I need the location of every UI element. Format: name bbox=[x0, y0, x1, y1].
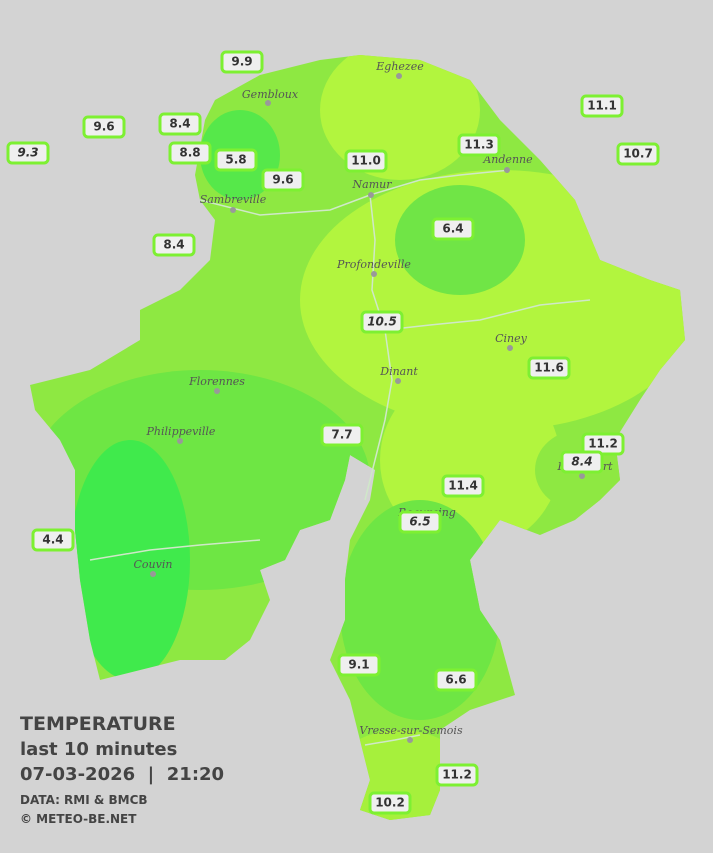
town-label: Namur bbox=[352, 178, 393, 191]
town-dot bbox=[150, 571, 156, 577]
town-dot bbox=[579, 473, 585, 479]
station-value: 5.8 bbox=[225, 153, 246, 167]
station-value: 11.1 bbox=[587, 99, 617, 113]
station-box bbox=[261, 168, 305, 192]
town-dot bbox=[407, 737, 413, 743]
station-value: 11.4 bbox=[448, 479, 478, 493]
station-value: 10.2 bbox=[375, 796, 405, 810]
station-value: 9.1 bbox=[348, 658, 369, 672]
town-dot bbox=[504, 167, 510, 173]
station-box bbox=[320, 423, 364, 447]
station-value: 9.6 bbox=[93, 120, 114, 134]
station-box bbox=[435, 763, 479, 787]
station-box bbox=[360, 310, 404, 334]
town-dot bbox=[265, 100, 271, 106]
station-box bbox=[220, 50, 264, 74]
town-label: Eghezee bbox=[375, 60, 424, 73]
town-label: Philippeville bbox=[146, 425, 216, 438]
station-value: 6.5 bbox=[409, 515, 430, 529]
station-box bbox=[431, 217, 475, 241]
town-label: Couvin bbox=[134, 558, 173, 571]
station-box bbox=[152, 233, 196, 257]
station-box bbox=[616, 142, 660, 166]
station-value: 10.5 bbox=[367, 315, 397, 329]
stations: 9.9 9.6 8.4 9.3 8.8 5.8 9.6 11.0 11.3 11… bbox=[6, 50, 660, 815]
caption-copyright: © METEO-BE.NET bbox=[20, 812, 137, 826]
station-box bbox=[6, 141, 50, 165]
town-dot bbox=[371, 271, 377, 277]
caption-source: DATA: RMI & BMCB bbox=[20, 793, 148, 807]
station-box bbox=[457, 133, 501, 157]
station-value: 11.2 bbox=[442, 768, 472, 782]
town-label: Vresse-sur-Semois bbox=[359, 724, 463, 737]
station-value: 8.4 bbox=[571, 455, 592, 469]
station-box bbox=[580, 94, 624, 118]
station-value: 6.4 bbox=[442, 222, 463, 236]
station-value: 9.6 bbox=[272, 173, 293, 187]
town-dot bbox=[395, 378, 401, 384]
town-label: Florennes bbox=[188, 375, 245, 388]
station-value: 11.3 bbox=[464, 138, 494, 152]
town-label: Sambreville bbox=[200, 193, 267, 206]
town-dot bbox=[214, 388, 220, 394]
station-value: 10.7 bbox=[623, 147, 653, 161]
station-value: 9.9 bbox=[231, 55, 252, 69]
station-box bbox=[82, 115, 126, 139]
caption: TEMPERATURE last 10 minutes 07-03-2026 |… bbox=[20, 713, 224, 826]
town-dot bbox=[507, 345, 513, 351]
station-value: 6.6 bbox=[445, 673, 466, 687]
town-dot bbox=[230, 207, 236, 213]
station-box bbox=[434, 668, 478, 692]
station-value: 11.6 bbox=[534, 361, 564, 375]
town-label: Profondeville bbox=[336, 258, 411, 271]
station-value: 4.4 bbox=[42, 533, 63, 547]
station-box bbox=[158, 112, 202, 136]
station-value: 9.3 bbox=[17, 146, 38, 160]
station-box bbox=[337, 653, 381, 677]
caption-title: TEMPERATURE bbox=[20, 713, 176, 735]
station-box bbox=[441, 474, 485, 498]
station-value: 8.4 bbox=[169, 117, 190, 131]
station-value: 8.4 bbox=[163, 238, 184, 252]
station-value: 7.7 bbox=[331, 428, 352, 442]
station-box bbox=[398, 510, 442, 534]
station-box bbox=[168, 141, 212, 165]
station-value: 8.8 bbox=[179, 146, 200, 160]
station-value: 11.2 bbox=[588, 437, 618, 451]
caption-datetime: 07-03-2026 | 21:20 bbox=[20, 764, 224, 785]
station-box bbox=[214, 148, 258, 172]
town-dot bbox=[368, 192, 374, 198]
station-box bbox=[527, 356, 571, 380]
town-label: Ciney bbox=[495, 332, 528, 345]
town-label: Gembloux bbox=[242, 88, 299, 101]
town-label: Dinant bbox=[379, 365, 418, 378]
station-box bbox=[344, 149, 388, 173]
town-dot bbox=[177, 438, 183, 444]
station-box bbox=[560, 450, 604, 474]
caption-period: last 10 minutes bbox=[20, 739, 177, 760]
station-value: 11.0 bbox=[351, 154, 381, 168]
station-box bbox=[31, 528, 75, 552]
station-box bbox=[368, 791, 412, 815]
town-dot bbox=[396, 73, 402, 79]
